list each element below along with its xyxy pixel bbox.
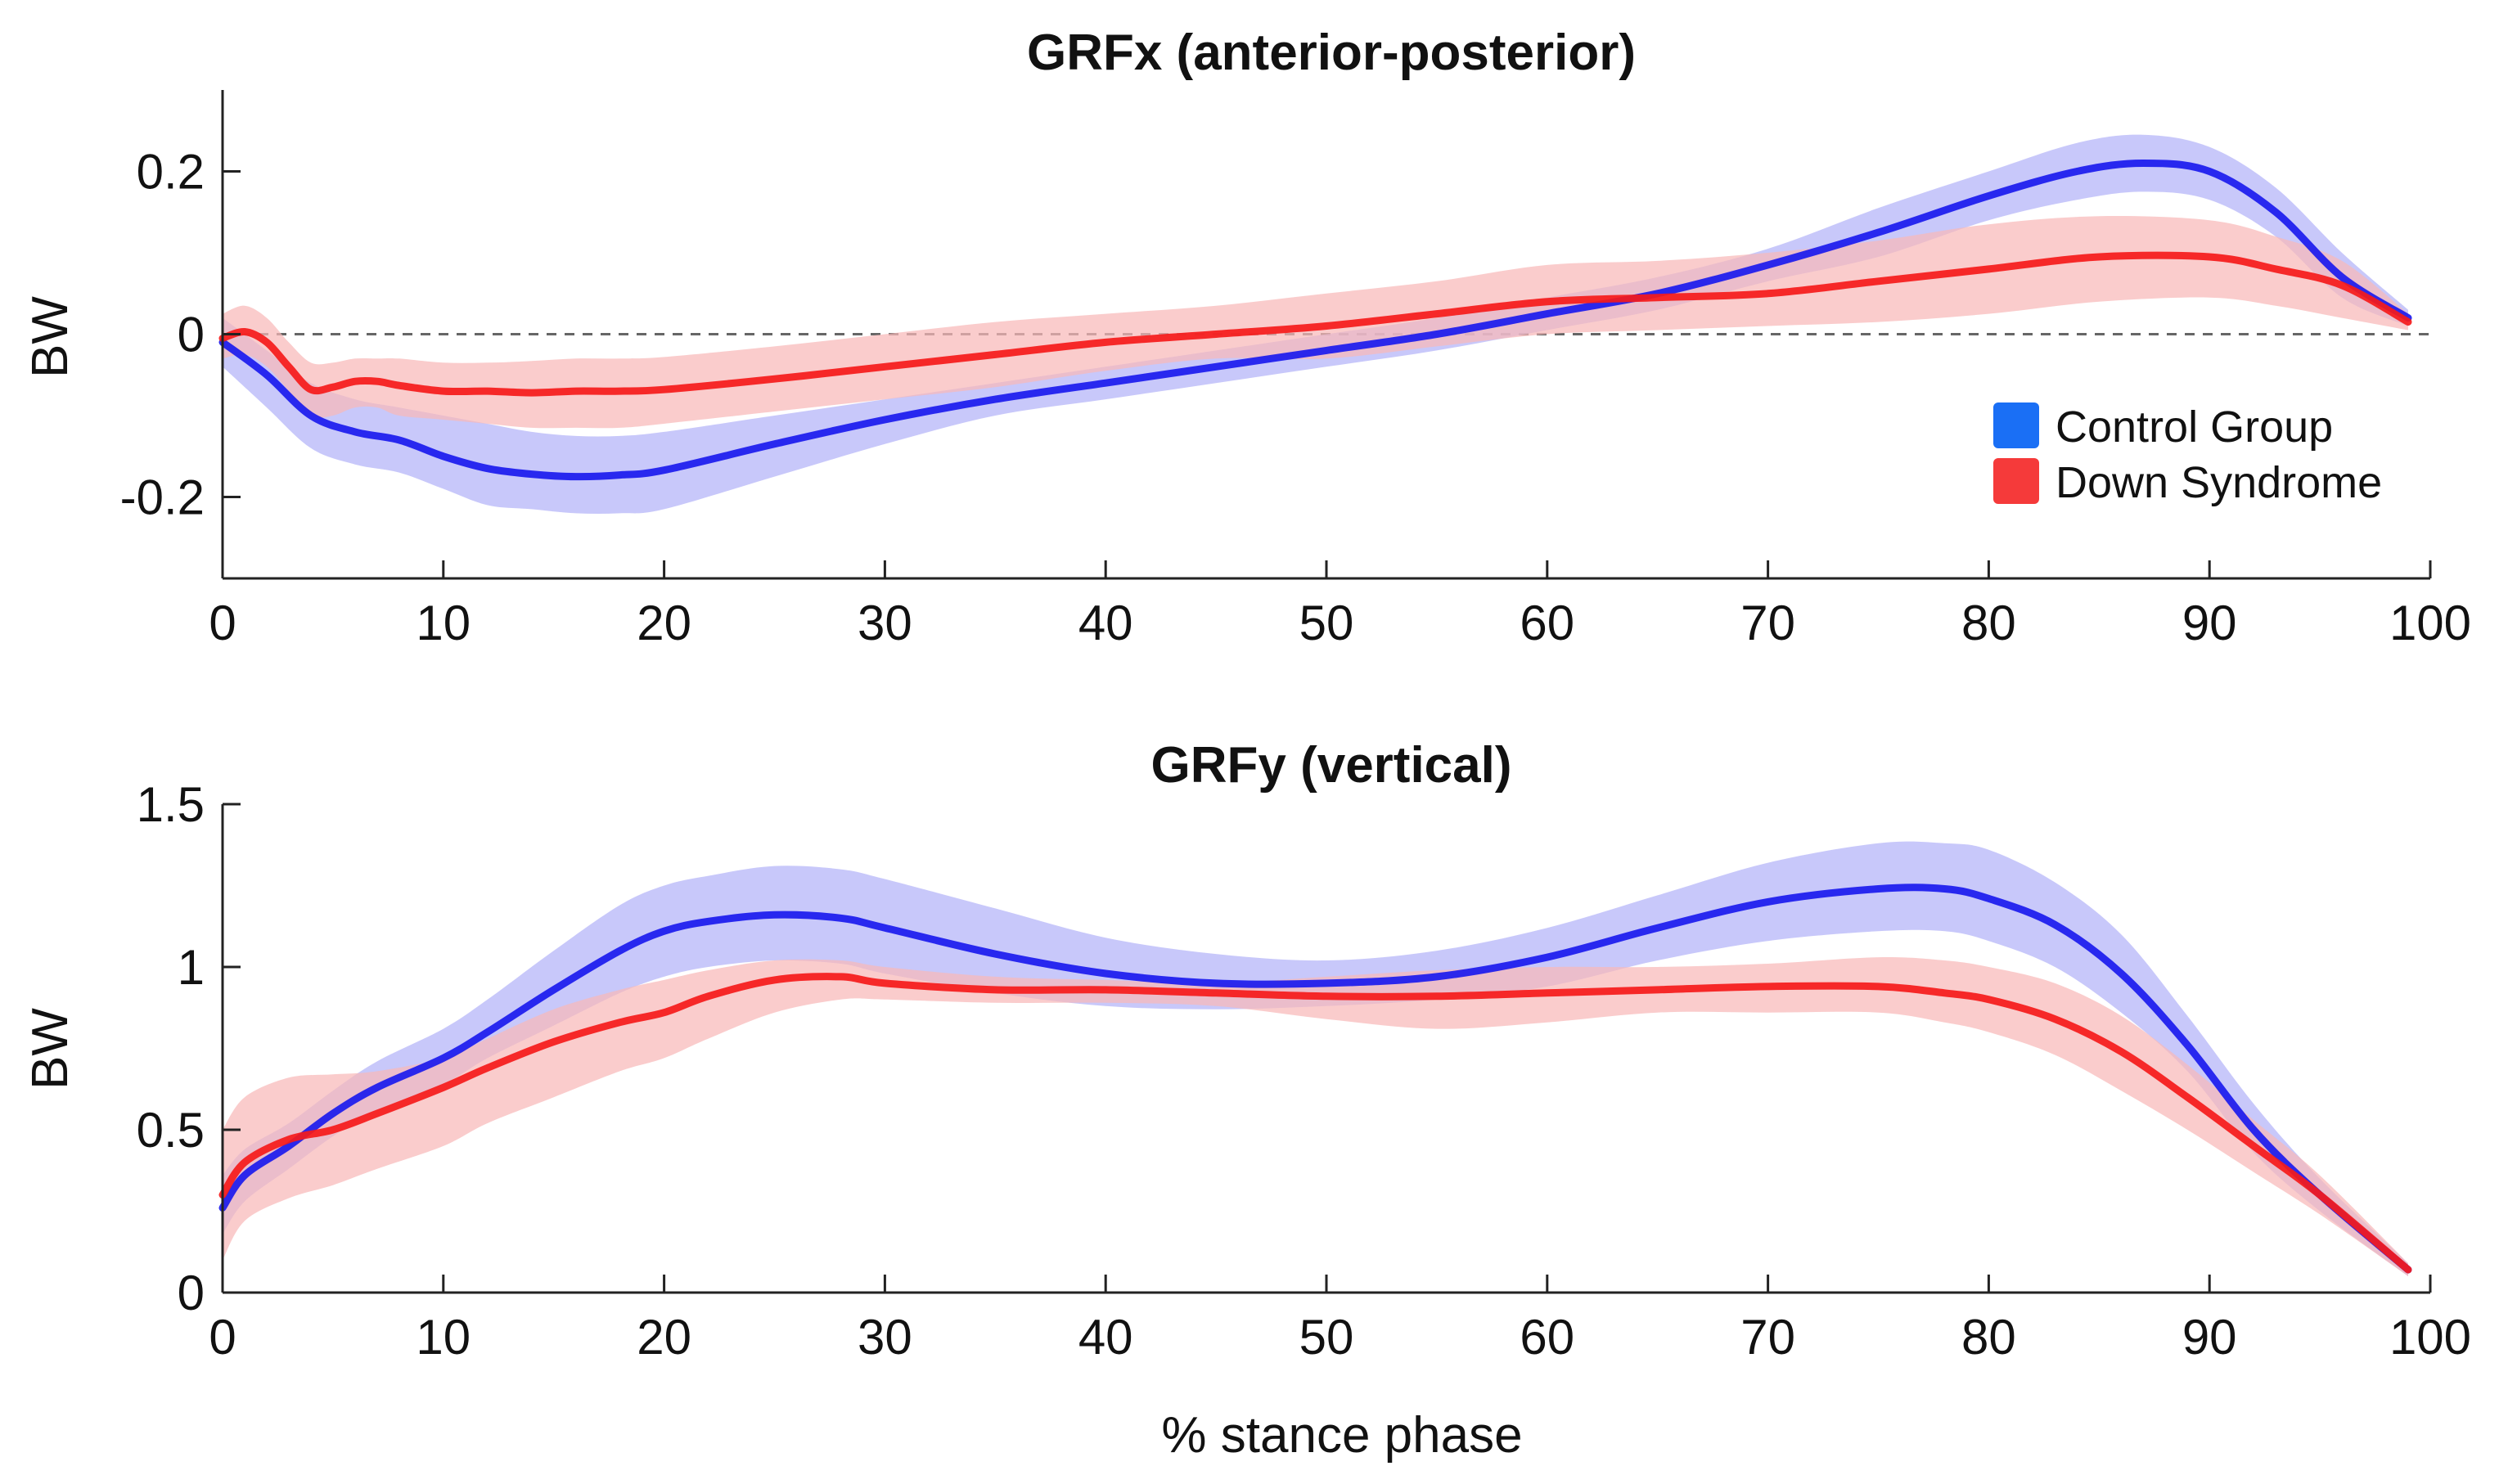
grfx-x-tick-label: 20 — [637, 596, 691, 650]
grfx-plot-area — [218, 134, 2430, 515]
grfx-control-band — [223, 134, 2408, 515]
grfy-panel: GRFy (vertical) BW % stance phase 0 10 20 3… — [22, 737, 2471, 1464]
grfx-control-line — [218, 160, 2412, 481]
grfx-x-tick-label: 60 — [1520, 596, 1574, 650]
x-axis-label: % stance phase — [1161, 1407, 1522, 1464]
grfx-title: GRFx (anterior-posterior) — [1027, 25, 1636, 81]
grfy-x-tick-label: 30 — [858, 1310, 912, 1365]
grfy-plot-area — [218, 841, 2412, 1277]
grfy-down-line — [218, 973, 2412, 1274]
grfx-x-tick-label: 90 — [2182, 596, 2237, 650]
grfy-x-tick-label: 80 — [1961, 1310, 2016, 1365]
grfy-x-tick-label: 100 — [2389, 1310, 2471, 1365]
grfx-x-tick-label: 50 — [1299, 596, 1354, 650]
legend-swatch-down — [1993, 458, 2039, 504]
grfx-x-tick-label: 40 — [1078, 596, 1133, 650]
grfy-x-tick-label: 20 — [637, 1310, 691, 1365]
grfx-x-tick-label: 10 — [416, 596, 471, 650]
grfx-x-tick-label: 80 — [1961, 596, 2016, 650]
grfy-y-tick-label: 1.5 — [137, 777, 205, 832]
grfy-x-tick-label: 70 — [1740, 1310, 1795, 1365]
grfy-x-tick-label: 0 — [209, 1310, 236, 1365]
grfx-x-tick-label: 0 — [209, 596, 236, 650]
grfx-x-tick-label: 100 — [2389, 596, 2471, 650]
grfx-y-axis-label: BW — [22, 296, 79, 378]
grfy-x-tick-label: 50 — [1299, 1310, 1354, 1365]
grfy-y-axis-label: BW — [22, 1008, 79, 1090]
grfy-x-tick-label: 10 — [416, 1310, 471, 1365]
grfy-title: GRFy (vertical) — [1150, 737, 1511, 794]
grfy-x-tick-label: 40 — [1078, 1310, 1133, 1365]
legend-label-down: Down Syndrome — [2055, 458, 2382, 507]
grfy-y-tick-label: 0 — [178, 1266, 205, 1320]
grfy-x-tick-label: 90 — [2182, 1310, 2237, 1365]
grfx-panel: GRFx (anterior-posterior) BW 0 10 20 30 40 50… — [22, 25, 2471, 650]
grfx-x-tick-label: 70 — [1740, 596, 1795, 650]
grfx-x-tick-label: 30 — [858, 596, 912, 650]
grfy-x-tick-label: 60 — [1520, 1310, 1574, 1365]
grfy-y-tick-label: 1 — [178, 940, 205, 995]
grfx-down-band — [223, 216, 2408, 429]
legend: Control Group Down Syndrome — [1993, 402, 2382, 507]
grfx-y-tick-label: 0 — [178, 308, 205, 362]
grfx-y-tick-label: 0.2 — [137, 145, 205, 200]
grfy-control-band — [223, 841, 2408, 1277]
legend-swatch-control — [1993, 402, 2039, 448]
grfx-down-line — [218, 251, 2412, 397]
grfx-y-tick-label: -0.2 — [120, 470, 205, 525]
grfy-control-line — [218, 884, 2412, 1274]
grfy-y-tick-label: 0.5 — [137, 1103, 205, 1158]
legend-label-control: Control Group — [2055, 402, 2333, 452]
